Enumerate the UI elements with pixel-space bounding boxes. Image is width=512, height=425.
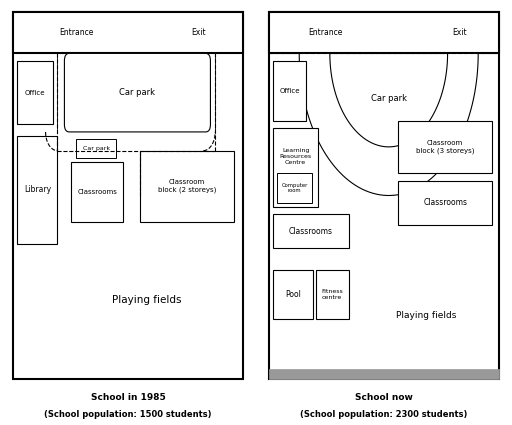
Bar bbox=[72, 162, 123, 222]
Bar bbox=[273, 270, 313, 319]
Bar bbox=[76, 139, 116, 158]
Text: (School population: 1500 students): (School population: 1500 students) bbox=[44, 410, 212, 419]
Polygon shape bbox=[299, 54, 478, 196]
Bar bbox=[273, 214, 349, 248]
Text: Playing fields: Playing fields bbox=[396, 311, 457, 320]
Text: Office: Office bbox=[280, 88, 300, 94]
Text: Computer
room: Computer room bbox=[281, 183, 308, 193]
Bar bbox=[13, 12, 243, 54]
Bar bbox=[398, 181, 493, 225]
Text: Library: Library bbox=[24, 185, 51, 194]
Text: School now: School now bbox=[355, 393, 413, 402]
Text: Entrance: Entrance bbox=[59, 28, 93, 37]
Bar bbox=[316, 270, 349, 319]
Text: (School population: 2300 students): (School population: 2300 students) bbox=[301, 410, 467, 419]
FancyBboxPatch shape bbox=[65, 54, 210, 132]
Text: Car park: Car park bbox=[371, 94, 407, 103]
Bar bbox=[17, 61, 53, 125]
Text: Fitness
centre: Fitness centre bbox=[322, 289, 343, 300]
Text: Entrance: Entrance bbox=[308, 28, 343, 37]
Text: Classrooms: Classrooms bbox=[423, 198, 467, 207]
Text: Exit: Exit bbox=[191, 28, 206, 37]
Polygon shape bbox=[273, 252, 490, 375]
Bar bbox=[277, 173, 312, 203]
Bar bbox=[269, 12, 499, 54]
Text: Exit: Exit bbox=[452, 28, 466, 37]
Bar bbox=[273, 61, 306, 121]
Text: Playing fields: Playing fields bbox=[112, 295, 182, 305]
Bar bbox=[398, 121, 493, 173]
Polygon shape bbox=[17, 222, 234, 375]
Bar bbox=[140, 150, 234, 222]
Text: Classrooms: Classrooms bbox=[77, 189, 117, 195]
Bar bbox=[17, 136, 57, 244]
Text: Classroom
block (2 storeys): Classroom block (2 storeys) bbox=[158, 179, 216, 193]
Text: Office: Office bbox=[25, 90, 45, 96]
Text: Classroom
block (3 storeys): Classroom block (3 storeys) bbox=[416, 140, 475, 153]
Text: Pool: Pool bbox=[285, 290, 301, 299]
Text: Car park: Car park bbox=[119, 88, 156, 97]
Bar bbox=[269, 369, 499, 379]
Text: Classrooms: Classrooms bbox=[289, 227, 333, 235]
Text: Car park: Car park bbox=[82, 146, 110, 151]
Text: School in 1985: School in 1985 bbox=[91, 393, 165, 402]
Text: Learning
Resources
Centre: Learning Resources Centre bbox=[280, 148, 312, 164]
Bar bbox=[273, 128, 318, 207]
